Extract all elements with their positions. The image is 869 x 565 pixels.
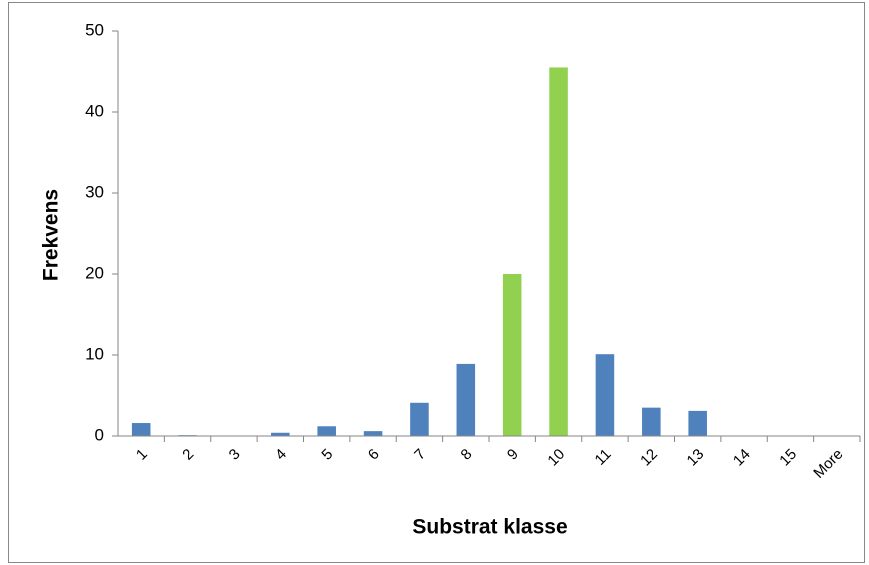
y-tick-label: 40 xyxy=(85,101,104,120)
bar xyxy=(456,363,476,436)
y-tick-label: 0 xyxy=(95,425,104,444)
y-tick-label: 20 xyxy=(85,263,104,282)
bar xyxy=(595,354,615,436)
bar xyxy=(131,423,151,436)
x-axis-title: Substrat klasse xyxy=(412,516,567,539)
chart-frame xyxy=(8,2,865,563)
bar xyxy=(271,432,290,436)
y-tick-label: 10 xyxy=(85,344,104,363)
bar xyxy=(410,402,429,436)
bar xyxy=(502,274,522,436)
y-axis-title: Frekvens xyxy=(40,189,63,281)
y-tick-label: 50 xyxy=(85,20,104,39)
bar xyxy=(317,426,336,436)
bar xyxy=(642,407,661,436)
y-tick-label: 30 xyxy=(85,182,104,201)
bar xyxy=(549,67,568,436)
bar xyxy=(688,410,707,436)
bar xyxy=(363,431,383,436)
